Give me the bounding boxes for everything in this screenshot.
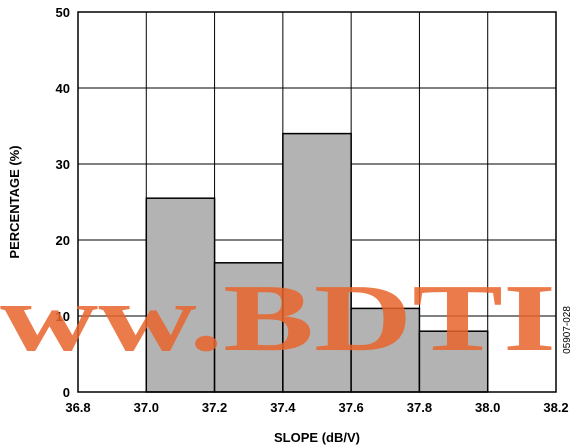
y-tick-label: 20 (56, 233, 70, 248)
y-tick-label: 30 (56, 157, 70, 172)
x-tick-label: 37.4 (270, 400, 296, 415)
y-tick-label: 0 (63, 385, 70, 400)
y-tick-label: 50 (56, 5, 70, 20)
plot-frame (77, 11, 557, 393)
x-tick-label: 37.8 (407, 400, 432, 415)
histogram-bar-4 (418, 330, 489, 393)
y-tick-label: 10 (56, 309, 70, 324)
watermark-text: ww.BDTI (0, 264, 556, 371)
x-tick-label: 37.0 (134, 400, 159, 415)
x-tick-label: 38.2 (543, 400, 568, 415)
x-tick-label: 37.2 (202, 400, 227, 415)
bars (145, 132, 489, 393)
y-tick-label: 40 (56, 81, 70, 96)
histogram-bar-2 (282, 132, 352, 393)
x-tick-label: 36.8 (65, 400, 90, 415)
x-axis-label: SLOPE (dB/V) (274, 430, 360, 445)
x-tick-label: 38.0 (475, 400, 500, 415)
y-axis-label: PERCENTAGE (%) (7, 145, 22, 258)
x-tick-label: 37.6 (338, 400, 363, 415)
figure-code: 05907-028 (562, 306, 573, 354)
y-tick-labels: 0 10 20 30 40 50 (56, 5, 70, 400)
x-tick-labels: 36.8 37.0 37.2 37.4 37.6 37.8 38.0 38.2 (65, 400, 568, 415)
